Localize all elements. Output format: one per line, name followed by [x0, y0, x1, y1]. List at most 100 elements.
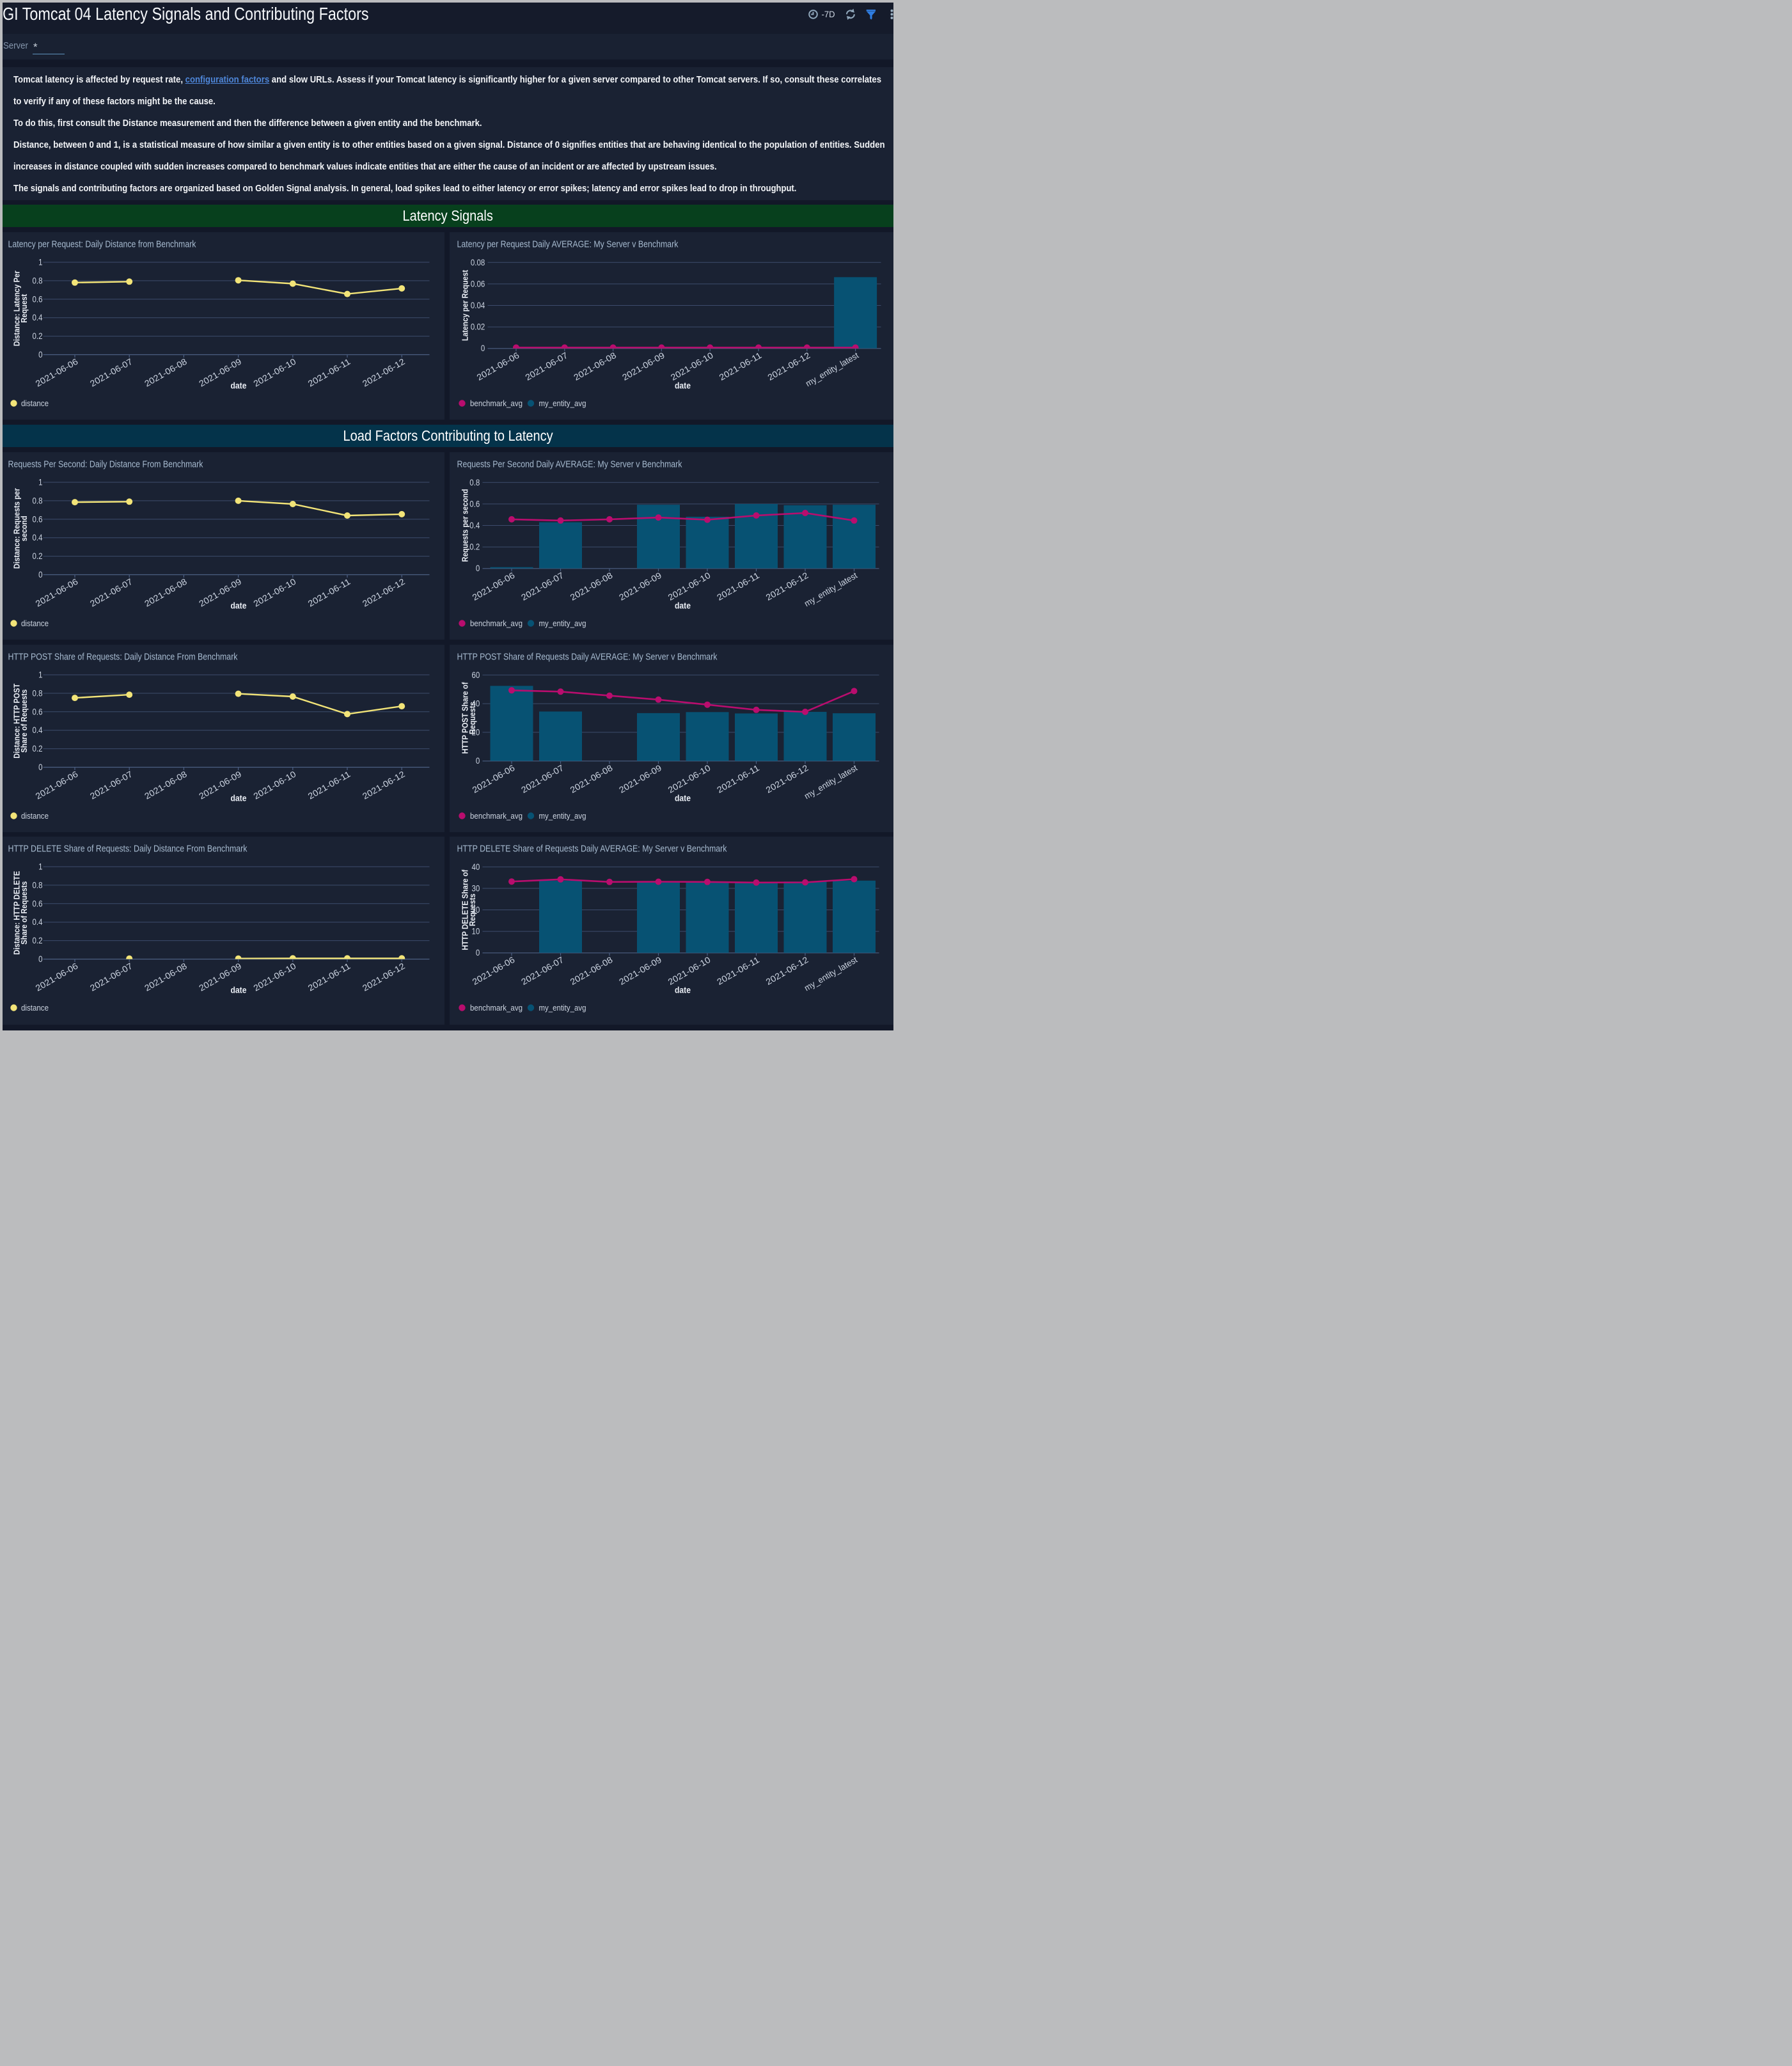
svg-text:Latency per Request: Latency per Request [460, 269, 469, 341]
svg-text:date: date [675, 792, 691, 803]
svg-text:0.2: 0.2 [33, 744, 43, 753]
svg-text:2021-06-08: 2021-06-08 [568, 570, 614, 602]
svg-text:-7D: -7D [822, 10, 835, 19]
svg-text:HTTP DELETE Share of: HTTP DELETE Share of [460, 869, 469, 950]
svg-text:1: 1 [38, 257, 42, 267]
svg-text:Distance: HTTP DELETE: Distance: HTTP DELETE [12, 871, 22, 954]
svg-text:0.6: 0.6 [469, 499, 480, 509]
svg-text:date: date [231, 985, 247, 995]
svg-text:HTTP POST Share of Requests: D: HTTP POST Share of Requests: Daily Dista… [8, 652, 239, 662]
svg-text:0.4: 0.4 [33, 533, 43, 542]
svg-text:0.2: 0.2 [469, 542, 480, 551]
svg-text:2021-06-12: 2021-06-12 [361, 356, 407, 388]
svg-text:my_entity_latest: my_entity_latest [802, 570, 858, 608]
svg-text:Requests Per Second: Daily Dis: Requests Per Second: Daily Distance From… [8, 459, 204, 469]
svg-text:Request: Request [19, 294, 29, 323]
svg-text:0.02: 0.02 [470, 322, 484, 331]
svg-text:0.4: 0.4 [469, 521, 480, 530]
svg-text:Requests: Requests [468, 894, 477, 926]
svg-text:benchmark_avg: benchmark_avg [470, 1003, 523, 1013]
svg-text:2021-06-07: 2021-06-07 [88, 576, 134, 608]
svg-text:date: date [231, 600, 247, 610]
svg-text:2021-06-10: 2021-06-10 [252, 769, 298, 801]
svg-text:2021-06-12: 2021-06-12 [764, 570, 810, 602]
svg-text:0.04: 0.04 [470, 301, 485, 310]
svg-text:2021-06-08: 2021-06-08 [143, 356, 189, 388]
svg-text:2021-06-10: 2021-06-10 [666, 570, 712, 602]
svg-text:0.8: 0.8 [33, 276, 43, 285]
svg-text:2021-06-06: 2021-06-06 [34, 769, 80, 801]
svg-text:1: 1 [38, 862, 42, 872]
svg-text:0.6: 0.6 [33, 707, 43, 716]
svg-text:0: 0 [38, 350, 42, 359]
svg-text:2021-06-12: 2021-06-12 [361, 576, 407, 608]
svg-text:10: 10 [471, 927, 480, 936]
svg-text:2021-06-11: 2021-06-11 [306, 356, 352, 388]
svg-text:HTTP POST Share of Requests Da: HTTP POST Share of Requests Daily AVERAG… [457, 652, 718, 662]
svg-text:2021-06-06: 2021-06-06 [470, 570, 516, 602]
svg-text:0: 0 [475, 756, 479, 766]
svg-text:Latency per Request: Daily Dis: Latency per Request: Daily Distance from… [8, 239, 197, 249]
svg-text:my_entity_avg: my_entity_avg [538, 1003, 586, 1013]
svg-text:my_entity_avg: my_entity_avg [538, 619, 586, 628]
svg-text:2021-06-07: 2021-06-07 [519, 955, 565, 987]
svg-text:40: 40 [471, 862, 480, 872]
svg-text:0: 0 [475, 948, 479, 958]
svg-text:2021-06-10: 2021-06-10 [666, 762, 712, 794]
svg-text:benchmark_avg: benchmark_avg [470, 398, 523, 408]
svg-text:date: date [231, 380, 247, 390]
svg-text:0.4: 0.4 [33, 725, 43, 735]
svg-text:0.6: 0.6 [33, 294, 43, 304]
svg-text:2021-06-12: 2021-06-12 [361, 961, 407, 993]
svg-text:0.08: 0.08 [470, 257, 484, 267]
svg-text:2021-06-09: 2021-06-09 [617, 570, 663, 602]
svg-text:2021-06-11: 2021-06-11 [306, 769, 352, 801]
svg-text:2021-06-12: 2021-06-12 [361, 769, 407, 801]
svg-text:HTTP DELETE Share of Requests: HTTP DELETE Share of Requests Daily AVER… [457, 844, 727, 855]
svg-text:2021-06-07: 2021-06-07 [88, 769, 134, 801]
svg-text:HTTP DELETE Share of Requests:: HTTP DELETE Share of Requests: Daily Dis… [8, 844, 248, 855]
svg-text:60: 60 [471, 670, 480, 679]
svg-text:0.6: 0.6 [33, 899, 43, 908]
svg-text:0: 0 [38, 954, 42, 964]
svg-text:2021-06-11: 2021-06-11 [306, 961, 352, 993]
svg-text:2021-06-11: 2021-06-11 [715, 955, 761, 987]
svg-text:2021-06-07: 2021-06-07 [519, 570, 565, 602]
svg-text:2021-06-06: 2021-06-06 [34, 576, 80, 608]
svg-text:30: 30 [471, 883, 480, 893]
svg-text:2021-06-08: 2021-06-08 [568, 762, 614, 794]
svg-text:0.2: 0.2 [33, 936, 43, 945]
svg-text:2021-06-07: 2021-06-07 [88, 356, 134, 388]
svg-text:2021-06-10: 2021-06-10 [252, 356, 298, 388]
svg-text:0: 0 [480, 343, 484, 353]
svg-text:my_entity_avg: my_entity_avg [538, 398, 586, 408]
svg-text:Share of Requests: Share of Requests [19, 689, 29, 752]
svg-text:0.8: 0.8 [33, 496, 43, 505]
svg-text:1: 1 [38, 477, 42, 487]
svg-text:Requests: Requests [468, 702, 477, 734]
svg-text:2021-06-06: 2021-06-06 [470, 955, 516, 987]
svg-text:2021-06-06: 2021-06-06 [34, 356, 80, 388]
svg-text:2021-06-08: 2021-06-08 [143, 769, 189, 801]
svg-text:Distance: Latency Per: Distance: Latency Per [12, 271, 22, 346]
svg-text:date: date [675, 380, 691, 390]
svg-text:my_entity_avg: my_entity_avg [538, 811, 586, 821]
svg-text:2021-06-12: 2021-06-12 [764, 955, 810, 987]
svg-text:0.4: 0.4 [33, 917, 43, 927]
svg-text:2021-06-10: 2021-06-10 [666, 955, 712, 987]
svg-text:0: 0 [38, 762, 42, 772]
svg-text:2021-06-07: 2021-06-07 [88, 961, 134, 993]
svg-text:date: date [675, 600, 691, 610]
svg-text:Distance: HTTP POST: Distance: HTTP POST [12, 683, 22, 758]
svg-text:Share of Requests: Share of Requests [19, 881, 29, 945]
svg-text:2021-06-11: 2021-06-11 [715, 570, 761, 602]
svg-text:Requests per second: Requests per second [460, 489, 469, 562]
svg-text:0.06: 0.06 [470, 279, 484, 288]
svg-text:2021-06-07: 2021-06-07 [519, 762, 565, 794]
svg-text:Distance: Requests per: Distance: Requests per [12, 488, 22, 569]
svg-text:2021-06-09: 2021-06-09 [617, 955, 663, 987]
svg-text:1: 1 [38, 670, 42, 679]
svg-text:2021-06-10: 2021-06-10 [252, 576, 298, 608]
svg-text:2021-06-11: 2021-06-11 [715, 762, 761, 794]
svg-text:2021-06-06: 2021-06-06 [34, 961, 80, 993]
